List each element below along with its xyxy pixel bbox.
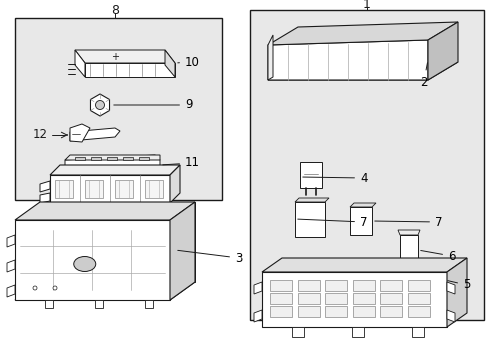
Polygon shape (262, 272, 446, 327)
Polygon shape (75, 157, 85, 160)
Polygon shape (397, 230, 419, 235)
Polygon shape (253, 310, 262, 322)
Text: 8: 8 (111, 4, 119, 17)
Polygon shape (294, 198, 328, 202)
Polygon shape (379, 280, 401, 291)
Polygon shape (50, 175, 170, 203)
Polygon shape (325, 293, 346, 304)
Polygon shape (145, 300, 153, 308)
Polygon shape (85, 180, 103, 198)
Polygon shape (139, 157, 149, 160)
Polygon shape (407, 306, 428, 317)
Polygon shape (107, 157, 117, 160)
Polygon shape (446, 310, 454, 322)
Polygon shape (85, 63, 175, 77)
Text: 3: 3 (178, 250, 242, 265)
Polygon shape (325, 280, 346, 291)
Polygon shape (267, 62, 457, 80)
Polygon shape (123, 157, 133, 160)
Polygon shape (267, 35, 272, 80)
Text: +: + (111, 52, 119, 62)
Text: 11: 11 (163, 157, 200, 170)
Polygon shape (7, 285, 15, 297)
Polygon shape (349, 207, 371, 235)
Polygon shape (40, 193, 50, 203)
Polygon shape (7, 260, 15, 272)
Polygon shape (15, 220, 170, 300)
Text: 10: 10 (178, 55, 200, 68)
Polygon shape (352, 306, 374, 317)
Polygon shape (299, 162, 321, 188)
Polygon shape (297, 306, 319, 317)
Polygon shape (269, 293, 291, 304)
Polygon shape (411, 327, 423, 337)
Polygon shape (291, 327, 304, 337)
Polygon shape (446, 282, 454, 294)
Text: 5: 5 (447, 279, 469, 292)
Bar (15, 18, 222, 200)
Polygon shape (91, 157, 101, 160)
Polygon shape (40, 202, 195, 282)
Polygon shape (269, 306, 291, 317)
Polygon shape (253, 282, 262, 294)
Polygon shape (15, 282, 195, 300)
Polygon shape (351, 327, 363, 337)
Polygon shape (446, 258, 466, 327)
Text: 9: 9 (114, 99, 192, 112)
Ellipse shape (95, 100, 104, 109)
Polygon shape (297, 293, 319, 304)
Polygon shape (7, 235, 15, 247)
Polygon shape (115, 180, 133, 198)
Polygon shape (65, 155, 160, 160)
Polygon shape (145, 180, 163, 198)
Polygon shape (50, 165, 180, 175)
Text: 6: 6 (420, 249, 454, 262)
Polygon shape (427, 22, 457, 80)
Polygon shape (294, 202, 325, 237)
Polygon shape (352, 293, 374, 304)
Polygon shape (349, 203, 375, 207)
Polygon shape (164, 50, 175, 77)
Polygon shape (352, 280, 374, 291)
Polygon shape (70, 128, 120, 141)
Text: 12: 12 (32, 129, 47, 141)
Polygon shape (15, 202, 195, 220)
Polygon shape (297, 280, 319, 291)
Polygon shape (75, 50, 175, 63)
Text: 7: 7 (374, 216, 442, 229)
Polygon shape (75, 50, 85, 77)
Polygon shape (325, 306, 346, 317)
Text: 2: 2 (419, 63, 427, 89)
Text: 7: 7 (297, 216, 367, 229)
Polygon shape (419, 270, 444, 292)
Polygon shape (70, 124, 90, 142)
Polygon shape (269, 280, 291, 291)
Polygon shape (65, 155, 160, 177)
Polygon shape (379, 306, 401, 317)
Polygon shape (40, 181, 50, 192)
Bar (249, 10, 483, 320)
Polygon shape (55, 180, 73, 198)
Ellipse shape (74, 256, 96, 271)
Polygon shape (95, 300, 103, 308)
Polygon shape (407, 280, 428, 291)
Polygon shape (45, 300, 53, 308)
Ellipse shape (53, 286, 57, 290)
Ellipse shape (33, 286, 37, 290)
Polygon shape (407, 293, 428, 304)
Polygon shape (399, 235, 417, 273)
Polygon shape (267, 40, 427, 80)
Text: 1: 1 (362, 0, 370, 10)
Text: 4: 4 (302, 171, 367, 184)
Polygon shape (170, 165, 180, 203)
Polygon shape (90, 94, 109, 116)
Polygon shape (379, 293, 401, 304)
Polygon shape (267, 22, 457, 45)
Polygon shape (262, 258, 466, 272)
Polygon shape (170, 202, 195, 300)
